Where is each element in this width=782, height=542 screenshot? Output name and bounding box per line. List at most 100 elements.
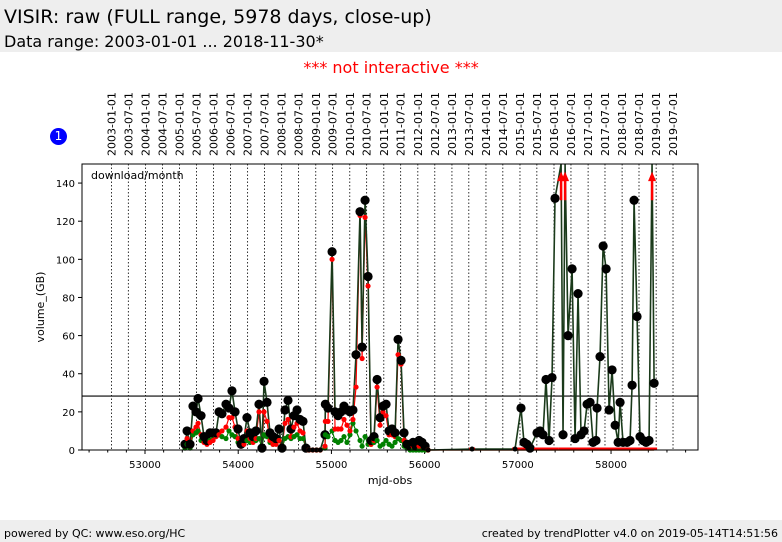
y-tick-label: 140: [56, 179, 75, 190]
green-point: [383, 437, 389, 444]
total-point: [649, 378, 659, 388]
y-tick-label: 80: [62, 293, 75, 304]
red-point: [377, 422, 383, 428]
date-label: 2008-01-01: [276, 92, 289, 156]
red-point: [282, 420, 288, 426]
total-point: [298, 416, 308, 426]
date-label: 2018-01-01: [616, 92, 629, 156]
total-point: [262, 397, 272, 407]
total-point: [251, 426, 261, 436]
total-point: [277, 443, 287, 453]
red-point: [184, 435, 190, 442]
footer: powered by QC: www.eso.org/HC created by…: [0, 520, 782, 542]
date-label: 2014-01-01: [480, 92, 493, 156]
red-point: [350, 416, 356, 423]
red-point: [325, 418, 331, 424]
green-point: [226, 428, 232, 434]
total-point: [644, 435, 654, 446]
y-tick-label: 60: [62, 332, 75, 343]
red-point: [256, 409, 262, 415]
date-label: 2010-01-01: [344, 92, 357, 156]
red-point: [235, 435, 241, 442]
date-label: 2011-01-01: [378, 92, 391, 156]
total-point: [615, 397, 625, 407]
total-point: [357, 342, 367, 352]
total-point: [259, 376, 269, 386]
total-point: [375, 412, 385, 423]
green-point: [344, 439, 350, 445]
total-point: [327, 247, 337, 257]
red-point: [383, 413, 389, 419]
green-point: [347, 432, 353, 438]
red-point: [380, 409, 386, 415]
total-point: [598, 241, 608, 251]
total-point: [323, 403, 333, 413]
plot-frame: [81, 163, 699, 451]
x-tick-label: 57000: [502, 460, 534, 471]
y-tick-label: 0: [69, 446, 75, 457]
total-point: [592, 403, 602, 413]
green-point: [380, 441, 386, 447]
red-point: [353, 384, 359, 390]
total-point: [351, 350, 361, 360]
date-label: 2012-07-01: [429, 92, 442, 156]
red-point: [329, 256, 335, 262]
y-tick-label: 100: [56, 255, 75, 266]
green-point: [223, 435, 229, 442]
not-interactive-notice: *** not interactive ***: [303, 58, 479, 77]
total-point: [550, 193, 560, 203]
x-axis-label: mjd-obs: [368, 474, 413, 487]
total-point: [573, 289, 583, 299]
red-point: [362, 214, 368, 220]
total-point: [355, 207, 365, 217]
red-series-line: [184, 215, 655, 451]
red-point: [193, 424, 199, 430]
x-tick-label: 54000: [222, 460, 254, 471]
date-label: 2016-07-01: [565, 92, 578, 156]
date-label: 2005-01-01: [174, 92, 187, 156]
date-label: 2010-07-01: [361, 92, 374, 156]
red-point: [344, 422, 350, 428]
red-point: [347, 428, 353, 434]
red-point: [300, 430, 306, 436]
date-label: 2018-07-01: [633, 92, 646, 156]
total-point: [544, 435, 554, 446]
green-point: [256, 435, 262, 442]
page-title: VISIR: raw (FULL range, 5978 days, close…: [4, 6, 432, 28]
footer-created-by: created by trendPlotter v4.0 on 2019-05-…: [481, 527, 778, 540]
total-point: [627, 380, 637, 390]
date-label: 2003-01-01: [105, 92, 118, 156]
date-label: 2007-01-01: [242, 92, 255, 156]
total-point: [607, 365, 617, 375]
green-point: [374, 437, 380, 444]
y-axis-label: volume_(GB): [34, 272, 47, 343]
total-point: [632, 311, 642, 322]
total-point: [604, 405, 614, 415]
date-label: 2011-07-01: [395, 92, 408, 156]
y-tick-label: 120: [56, 217, 75, 228]
y-tick-label: 20: [62, 408, 75, 419]
total-point: [283, 395, 293, 406]
green-point: [325, 434, 331, 440]
red-point: [241, 441, 247, 447]
green-point: [195, 428, 201, 434]
red-point: [395, 352, 401, 358]
total-point: [363, 271, 373, 282]
data-range: Data range: 2003-01-01 ... 2018-11-30*: [4, 32, 324, 51]
total-point: [516, 403, 526, 413]
date-label: 2015-01-01: [514, 92, 527, 156]
total-point: [579, 426, 589, 436]
total-point: [257, 443, 267, 453]
x-tick-label: 58000: [595, 460, 627, 471]
total-point: [227, 386, 237, 396]
total-point: [217, 409, 227, 419]
total-point: [629, 195, 639, 205]
red-point: [374, 384, 380, 390]
date-label: 2003-07-01: [122, 92, 135, 156]
x-tick-label: 53000: [129, 460, 161, 471]
date-label: 2009-07-01: [327, 92, 340, 156]
green-point: [341, 434, 347, 440]
total-point: [558, 430, 568, 440]
total-point: [595, 351, 605, 362]
